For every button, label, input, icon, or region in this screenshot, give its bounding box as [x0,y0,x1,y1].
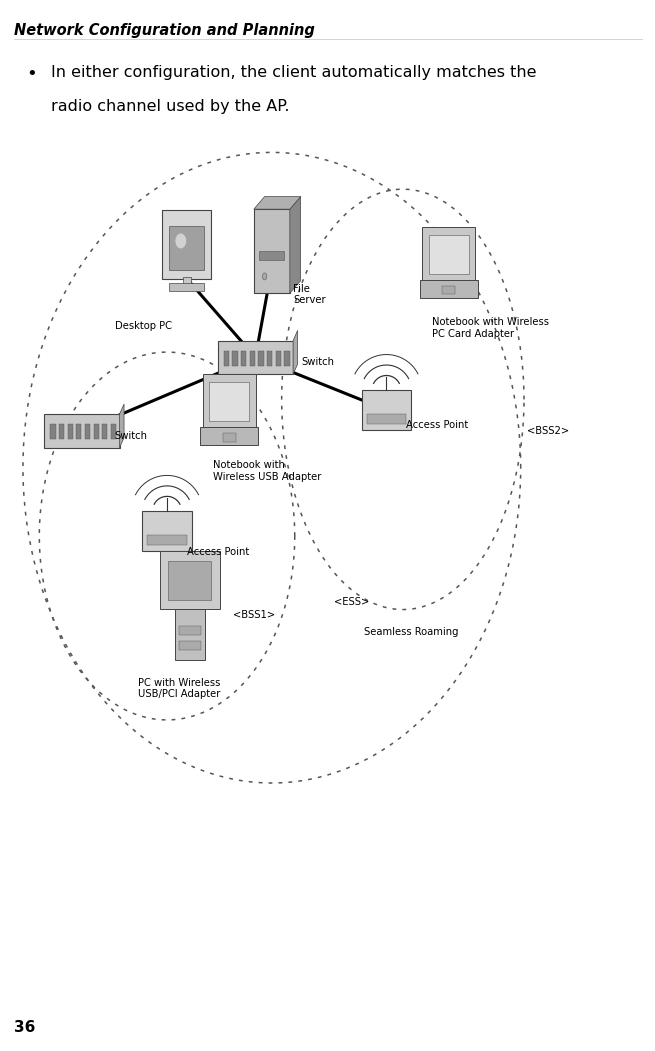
Text: Seamless Roaming: Seamless Roaming [364,627,458,638]
Text: Switch: Switch [115,431,147,441]
Text: Network Configuration and Planning: Network Configuration and Planning [14,23,315,38]
Text: <BSS2>: <BSS2> [527,426,569,436]
FancyBboxPatch shape [362,390,411,430]
FancyBboxPatch shape [367,414,406,424]
FancyBboxPatch shape [422,227,476,281]
Text: Access Point: Access Point [406,420,468,431]
Text: Switch: Switch [301,357,334,368]
FancyBboxPatch shape [179,625,200,635]
FancyBboxPatch shape [169,226,204,270]
FancyBboxPatch shape [224,351,229,366]
FancyBboxPatch shape [284,351,290,366]
FancyBboxPatch shape [102,425,107,439]
FancyBboxPatch shape [253,209,290,293]
FancyBboxPatch shape [233,351,238,366]
FancyBboxPatch shape [259,351,264,366]
Text: •: • [26,65,37,83]
FancyBboxPatch shape [162,210,211,279]
FancyBboxPatch shape [85,425,90,439]
FancyBboxPatch shape [241,351,246,366]
FancyBboxPatch shape [170,284,204,291]
FancyBboxPatch shape [223,433,236,441]
Polygon shape [293,330,297,374]
Text: File
Server: File Server [293,284,326,306]
Polygon shape [119,404,124,448]
Text: PC with Wireless
USB/PCI Adapter: PC with Wireless USB/PCI Adapter [138,678,220,700]
Text: Notebook with
Wireless USB Adapter: Notebook with Wireless USB Adapter [213,460,321,482]
FancyBboxPatch shape [183,277,191,284]
FancyBboxPatch shape [420,280,477,297]
FancyBboxPatch shape [168,560,212,600]
FancyBboxPatch shape [45,414,119,448]
FancyBboxPatch shape [76,425,81,439]
FancyBboxPatch shape [175,609,205,660]
FancyBboxPatch shape [179,641,200,650]
FancyBboxPatch shape [67,425,73,439]
Text: In either configuration, the client automatically matches the: In either configuration, the client auto… [51,65,536,80]
Text: 36: 36 [14,1021,36,1035]
Polygon shape [290,197,301,293]
Text: <ESS>: <ESS> [334,597,369,607]
FancyBboxPatch shape [160,551,220,609]
FancyBboxPatch shape [442,286,455,294]
FancyBboxPatch shape [94,425,99,439]
FancyBboxPatch shape [200,427,258,445]
FancyBboxPatch shape [267,351,272,366]
Text: Access Point: Access Point [187,547,249,557]
FancyBboxPatch shape [276,351,281,366]
FancyBboxPatch shape [143,511,191,551]
FancyBboxPatch shape [250,351,255,366]
Text: Desktop PC: Desktop PC [115,321,172,331]
FancyBboxPatch shape [147,535,187,544]
FancyBboxPatch shape [428,234,469,274]
Text: radio channel used by the AP.: radio channel used by the AP. [51,99,290,114]
FancyBboxPatch shape [217,341,293,374]
FancyBboxPatch shape [202,374,256,428]
FancyBboxPatch shape [259,251,284,260]
Text: Notebook with Wireless
PC Card Adapter: Notebook with Wireless PC Card Adapter [432,317,550,339]
Polygon shape [253,197,301,209]
FancyBboxPatch shape [50,425,56,439]
Ellipse shape [176,233,186,248]
Circle shape [263,273,267,280]
FancyBboxPatch shape [209,382,250,421]
FancyBboxPatch shape [59,425,64,439]
Text: <BSS1>: <BSS1> [233,610,274,620]
FancyBboxPatch shape [111,425,116,439]
